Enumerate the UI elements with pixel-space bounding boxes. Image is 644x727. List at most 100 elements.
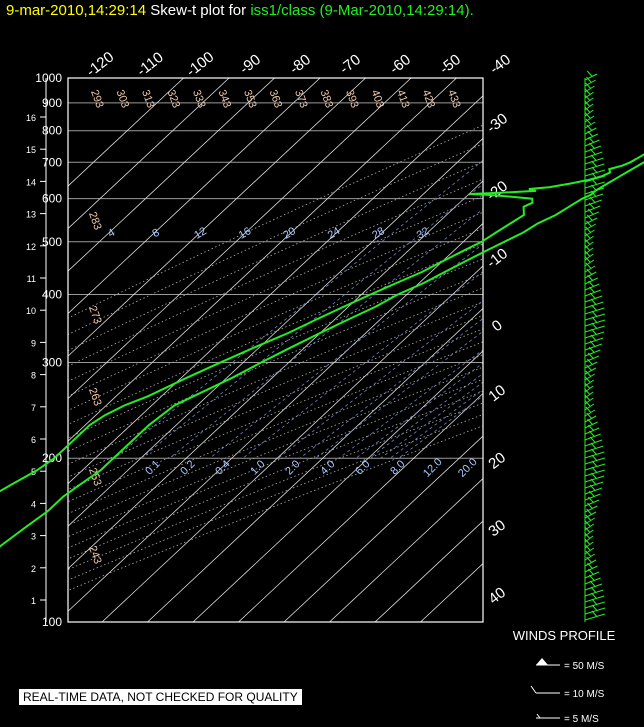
wind-barb [591,472,597,479]
wind-barb [590,334,597,341]
pressure-tick-label: 700 [42,155,62,169]
pressure-tick-label: 900 [42,96,62,110]
wind-barb [584,382,591,389]
height-tick-label: 10 [26,306,36,316]
dry-adiabat [68,161,483,352]
wind-legend-label: = 10 M/S [564,689,605,700]
wind-barb [584,145,602,153]
wind-barb [584,520,591,527]
wind-barb [591,184,597,191]
dry-adiabat-label: 413 [394,88,412,109]
wind-barb [584,577,601,585]
wind-barb [585,226,592,233]
wind-barb [584,433,601,441]
isotherm-label-top: -80 [286,51,314,78]
wind-barb [584,301,604,309]
wind-barb [584,367,597,375]
height-tick-label: 14 [26,177,36,187]
isotherm-line [420,563,483,622]
pressure-tick-label: 500 [42,235,62,249]
wind-barb [584,88,591,95]
wind-barb [584,271,597,279]
wind-barb [584,571,600,579]
wind-barb [588,202,595,209]
height-tick-label: 3 [31,532,36,542]
wind-barb [584,106,591,113]
wind-barb [584,151,603,159]
plot-header: 9-mar-2010,14:29:14 Skew-t plot for iss1… [6,2,474,19]
pressure-tick-label: 800 [42,124,62,138]
wind-barb [589,580,596,587]
wind-barb [586,364,592,371]
wind-barb [591,448,597,455]
wind-barb [591,604,598,611]
wind-barb [584,532,591,539]
isotherm-line [329,477,483,622]
height-tick-label: 4 [31,499,36,509]
wind-barb [587,496,594,503]
wind-barb [584,289,601,297]
wind-barb [586,556,592,563]
height-tick-label: 6 [31,435,36,445]
pressure-tick-label: 600 [42,192,62,206]
wind-barb [586,412,593,419]
wind-barb [584,157,604,165]
height-tick-label: 11 [27,274,36,284]
isotherm-line [68,95,483,485]
wind-barb [591,316,598,323]
wind-barb [584,463,606,471]
wind-barb [588,490,595,497]
wind-barb [591,592,597,599]
mixing-ratio-label: 12 [192,225,209,242]
height-tick-label: 12 [26,242,36,252]
wind-barb [585,370,592,377]
isotherm-label-right: 40 [485,584,509,608]
isotherm-line [238,392,483,622]
height-tick-label: 15 [26,145,36,155]
wind-barb [584,139,600,147]
isotherm-line [68,137,483,527]
height-tick-label: 8 [31,371,36,381]
wind-barb [587,502,593,509]
wind-barb [588,424,594,431]
wind-barb [584,427,600,435]
wind-barb [590,298,597,305]
wind-barb [587,130,594,137]
wind-barb [586,76,592,83]
dry-adiabat-label: 363 [267,88,285,109]
wind-barb [585,82,592,89]
mixing-ratio-label: 24 [326,225,343,242]
dry-adiabat-label: 393 [343,88,361,109]
dry-adiabat-label: 403 [369,88,387,109]
wind-barb [587,418,593,425]
wind-barb [588,136,595,143]
wind-barb [584,559,597,567]
wind-barb [584,547,595,555]
wind-barb [584,115,595,123]
wind-barb [588,346,595,353]
isotherm-line [68,180,483,570]
dry-adiabat-label: 373 [292,88,310,109]
wind-barb [584,511,597,519]
height-tick-label: 2 [31,564,36,574]
wind-barb [584,337,604,345]
wind-barb [584,355,600,363]
wind-barb [591,322,598,329]
wind-barb [586,124,593,131]
isotherm-line [192,350,483,622]
wind-barb [584,94,591,101]
mixing-ratio-line [114,159,483,459]
wind-barb [584,457,605,465]
wind-barb [584,265,596,273]
dry-adiabat [68,258,483,439]
height-tick-label: 7 [31,403,36,413]
wind-barb [584,319,606,327]
isotherm-line [283,435,483,622]
wind-barb [584,499,600,507]
wind-barb [591,610,598,617]
wind-barb [584,256,591,263]
wind-barb [591,304,597,311]
wind-barb [584,199,602,207]
dry-adiabat-label: 313 [139,88,157,109]
